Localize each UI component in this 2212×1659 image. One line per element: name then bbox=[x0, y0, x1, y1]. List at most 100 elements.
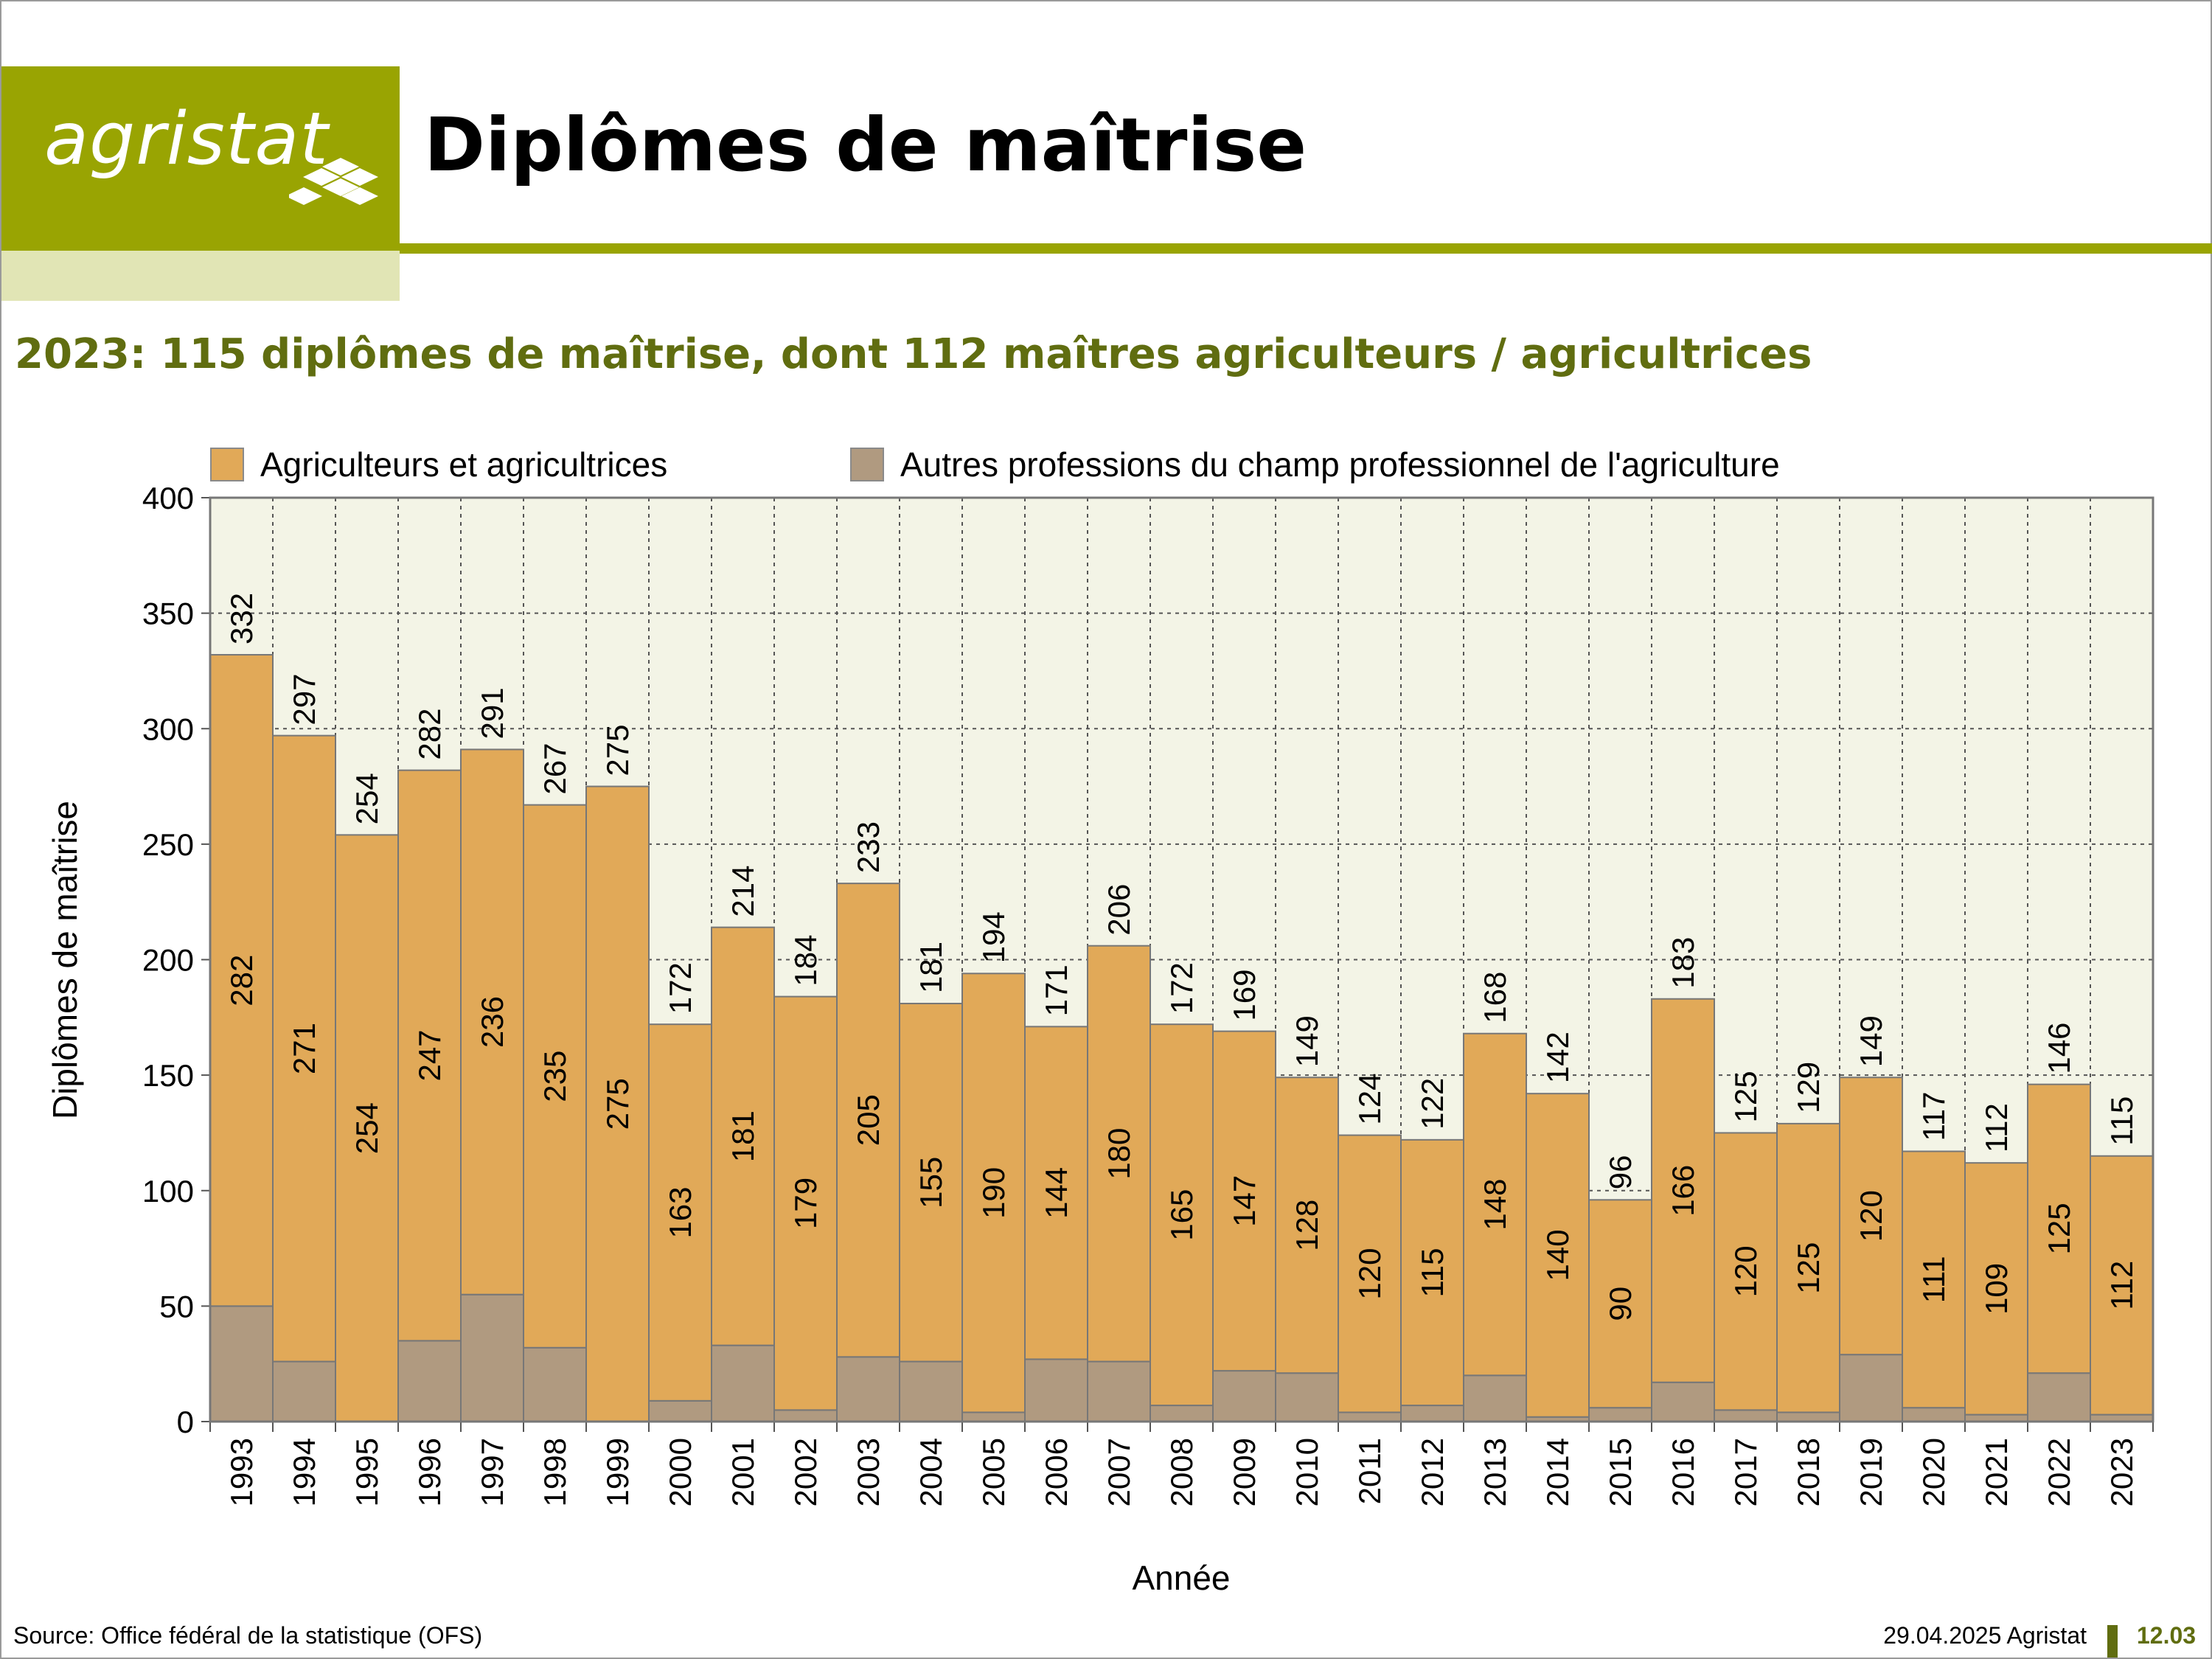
bar-agri bbox=[2027, 1083, 2091, 1374]
x-axis-title: Année bbox=[1132, 1559, 1230, 1597]
data-label-total: 233 bbox=[851, 821, 886, 873]
legend-swatch-agri bbox=[210, 448, 244, 481]
data-label-total: 214 bbox=[726, 866, 760, 917]
x-tick-label: 1999 bbox=[600, 1438, 635, 1506]
x-tick-label: 1995 bbox=[349, 1438, 384, 1506]
data-label-total: 112 bbox=[1979, 1103, 2014, 1152]
data-label-total: 172 bbox=[1164, 962, 1199, 1014]
bar-other bbox=[1338, 1411, 1402, 1422]
y-tick-label: 0 bbox=[177, 1405, 194, 1439]
x-tick-label: 1994 bbox=[287, 1438, 321, 1506]
data-label-total: 125 bbox=[1728, 1071, 1763, 1122]
data-label-agri: 125 bbox=[1791, 1242, 1826, 1294]
bar-agri bbox=[773, 995, 838, 1411]
x-tick-label: 2012 bbox=[1415, 1438, 1450, 1506]
data-label-total: 275 bbox=[600, 724, 635, 776]
x-tick-label: 2000 bbox=[663, 1438, 698, 1506]
x-tick-label: 2007 bbox=[1102, 1438, 1136, 1506]
y-tick-label: 350 bbox=[142, 597, 194, 631]
x-tick-label: 2010 bbox=[1290, 1438, 1324, 1506]
data-label-agri: 166 bbox=[1666, 1165, 1700, 1217]
data-label-total: 142 bbox=[1540, 1032, 1575, 1083]
bar-other bbox=[523, 1346, 587, 1423]
plot-frame bbox=[209, 496, 2154, 1423]
bar-other bbox=[1714, 1409, 1778, 1423]
data-label-agri: 148 bbox=[1478, 1179, 1512, 1231]
bar-other bbox=[773, 1409, 838, 1423]
data-label-agri: 205 bbox=[851, 1094, 886, 1146]
x-tick-label: 2001 bbox=[726, 1438, 760, 1506]
bar-other bbox=[1902, 1407, 1966, 1422]
data-label-agri: 90 bbox=[1603, 1287, 1638, 1321]
bar-agri bbox=[1714, 1132, 1778, 1411]
data-label-total: 171 bbox=[1039, 964, 1074, 1016]
data-label-agri: 144 bbox=[1039, 1167, 1074, 1219]
bar-agri bbox=[460, 748, 524, 1295]
bar-agri bbox=[1212, 1030, 1276, 1372]
bar-agri bbox=[1839, 1077, 1903, 1356]
data-label-agri: 180 bbox=[1102, 1128, 1136, 1180]
data-label-total: 332 bbox=[224, 593, 259, 644]
data-label-total: 206 bbox=[1102, 884, 1136, 936]
bar-agri bbox=[1588, 1199, 1652, 1409]
bar-agri bbox=[1087, 945, 1151, 1363]
data-label-agri: 140 bbox=[1540, 1229, 1575, 1281]
data-label-agri: 181 bbox=[726, 1110, 760, 1162]
x-tick-label: 2002 bbox=[788, 1438, 823, 1506]
x-tick-label: 2013 bbox=[1478, 1438, 1512, 1506]
data-label-agri: 163 bbox=[663, 1186, 698, 1238]
x-tick-label: 2019 bbox=[1854, 1438, 1888, 1506]
bar-agri bbox=[1275, 1077, 1339, 1374]
x-tick-label: 1998 bbox=[538, 1438, 572, 1506]
bar-agri bbox=[1776, 1122, 1840, 1413]
bar-other bbox=[1463, 1374, 1527, 1422]
data-label-total: 169 bbox=[1227, 970, 1262, 1021]
data-label-agri: 120 bbox=[1352, 1248, 1387, 1299]
bar-other bbox=[397, 1340, 462, 1423]
data-label-agri: 254 bbox=[349, 1102, 384, 1154]
legend-label-other: Autres professions du champ professionne… bbox=[900, 445, 1780, 484]
data-label-total: 297 bbox=[287, 674, 321, 726]
bar-other bbox=[1212, 1370, 1276, 1422]
data-label-agri: 128 bbox=[1290, 1200, 1324, 1251]
agristat-logo: agristat bbox=[1, 66, 400, 251]
data-label-agri: 109 bbox=[1979, 1263, 2014, 1315]
page-title: Diplômes de maîtrise bbox=[424, 102, 1307, 188]
footer-source: Source: Office fédéral de la statistique… bbox=[13, 1622, 483, 1649]
data-label-total: 149 bbox=[1290, 1015, 1324, 1067]
data-label-agri: 275 bbox=[600, 1078, 635, 1130]
title-underline bbox=[400, 243, 2212, 254]
y-tick-label: 400 bbox=[142, 481, 194, 515]
footer-code: 12.03 bbox=[2137, 1622, 2197, 1649]
data-label-agri: 147 bbox=[1227, 1175, 1262, 1227]
data-label-total: 184 bbox=[788, 935, 823, 987]
bar-agri bbox=[836, 883, 900, 1358]
x-tick-label: 1996 bbox=[412, 1438, 447, 1506]
x-tick-label: 2016 bbox=[1666, 1438, 1700, 1506]
bar-agri bbox=[899, 1003, 963, 1363]
bar-other bbox=[1776, 1411, 1840, 1422]
logo-diamonds-icon bbox=[289, 158, 378, 205]
bar-other bbox=[1275, 1372, 1339, 1423]
data-label-agri: 115 bbox=[1415, 1248, 1450, 1297]
bar-other bbox=[836, 1356, 900, 1423]
x-tick-label: 2006 bbox=[1039, 1438, 1074, 1506]
data-label-agri: 247 bbox=[412, 1029, 447, 1081]
bar-other bbox=[1400, 1405, 1464, 1423]
bar-agri bbox=[585, 785, 650, 1422]
y-tick-label: 250 bbox=[142, 827, 194, 862]
data-label-agri: 155 bbox=[914, 1157, 948, 1208]
bar-other bbox=[2027, 1372, 2091, 1423]
data-label-total: 172 bbox=[663, 962, 698, 1014]
bar-agri bbox=[1526, 1093, 1590, 1418]
data-label-agri: 125 bbox=[2042, 1203, 2076, 1254]
data-label-total: 254 bbox=[349, 773, 384, 824]
data-label-total: 267 bbox=[538, 743, 572, 795]
data-label-total: 96 bbox=[1603, 1155, 1638, 1190]
data-label-agri: 111 bbox=[1916, 1256, 1951, 1303]
bar-agri bbox=[711, 926, 775, 1346]
data-label-agri: 235 bbox=[538, 1051, 572, 1102]
bar-agri bbox=[1150, 1023, 1214, 1407]
